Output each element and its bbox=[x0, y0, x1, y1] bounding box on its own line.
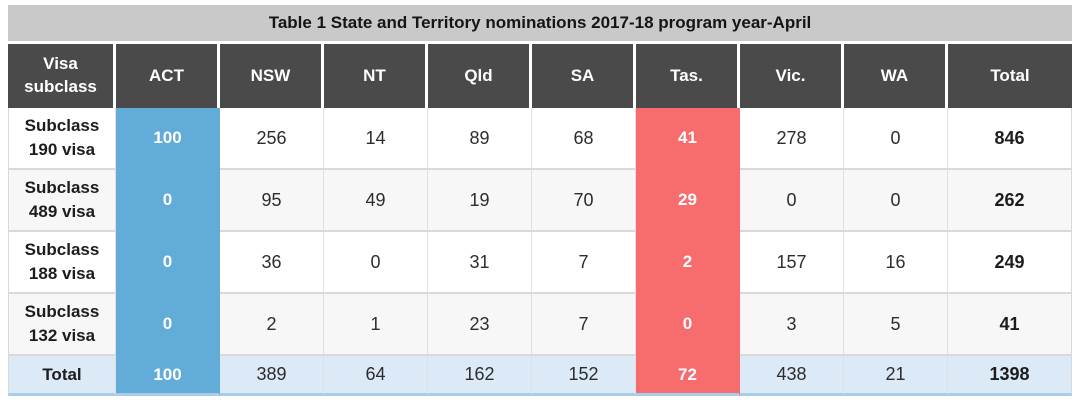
cell-tas-highlighted: 41 bbox=[636, 108, 740, 170]
cell-wa: 16 bbox=[844, 232, 948, 294]
cell-wa: 21 bbox=[844, 356, 948, 396]
nominations-table: Visa subclass ACT NSW NT Qld SA Tas. Vic… bbox=[8, 44, 1072, 396]
row-subclass-190: Subclass 190 visa 100 256 14 89 68 41 27… bbox=[8, 108, 1072, 170]
col-header-qld: Qld bbox=[428, 44, 532, 108]
row-label-total: Total bbox=[8, 356, 116, 396]
cell-nt: 49 bbox=[324, 170, 428, 232]
cell-act-highlighted: 100 bbox=[116, 108, 220, 170]
table-title: Table 1 State and Territory nominations … bbox=[8, 5, 1072, 41]
cell-act-highlighted: 100 bbox=[116, 356, 220, 396]
cell-vic: 3 bbox=[740, 294, 844, 356]
cell-vic: 157 bbox=[740, 232, 844, 294]
row-subclass-132: Subclass 132 visa 0 2 1 23 7 0 3 5 41 bbox=[8, 294, 1072, 356]
cell-vic: 278 bbox=[740, 108, 844, 170]
row-label: Subclass 132 visa bbox=[8, 294, 116, 356]
cell-row-total: 249 bbox=[948, 232, 1072, 294]
col-header-nsw: NSW bbox=[220, 44, 324, 108]
row-label: Subclass 188 visa bbox=[8, 232, 116, 294]
cell-tas-highlighted: 2 bbox=[636, 232, 740, 294]
col-header-act: ACT bbox=[116, 44, 220, 108]
cell-row-total: 846 bbox=[948, 108, 1072, 170]
cell-tas-highlighted: 29 bbox=[636, 170, 740, 232]
cell-sa: 152 bbox=[532, 356, 636, 396]
cell-wa: 5 bbox=[844, 294, 948, 356]
col-header-total: Total bbox=[948, 44, 1072, 108]
cell-tas-highlighted: 0 bbox=[636, 294, 740, 356]
cell-qld: 89 bbox=[428, 108, 532, 170]
cell-nsw: 95 bbox=[220, 170, 324, 232]
cell-nsw: 389 bbox=[220, 356, 324, 396]
cell-sa: 70 bbox=[532, 170, 636, 232]
cell-nt: 1 bbox=[324, 294, 428, 356]
cell-nsw: 2 bbox=[220, 294, 324, 356]
cell-qld: 19 bbox=[428, 170, 532, 232]
cell-row-total: 41 bbox=[948, 294, 1072, 356]
col-header-sa: SA bbox=[532, 44, 636, 108]
cell-nsw: 36 bbox=[220, 232, 324, 294]
row-label: Subclass 489 visa bbox=[8, 170, 116, 232]
cell-nt: 14 bbox=[324, 108, 428, 170]
cell-row-total: 262 bbox=[948, 170, 1072, 232]
cell-grand-total: 1398 bbox=[948, 356, 1072, 396]
cell-sa: 68 bbox=[532, 108, 636, 170]
cell-sa: 7 bbox=[532, 294, 636, 356]
col-header-visa-subclass: Visa subclass bbox=[8, 44, 116, 108]
col-header-vic: Vic. bbox=[740, 44, 844, 108]
cell-tas-highlighted: 72 bbox=[636, 356, 740, 396]
row-subclass-188: Subclass 188 visa 0 36 0 31 7 2 157 16 2… bbox=[8, 232, 1072, 294]
cell-qld: 23 bbox=[428, 294, 532, 356]
cell-wa: 0 bbox=[844, 170, 948, 232]
cell-nsw: 256 bbox=[220, 108, 324, 170]
cell-qld: 162 bbox=[428, 356, 532, 396]
row-subclass-489: Subclass 489 visa 0 95 49 19 70 29 0 0 2… bbox=[8, 170, 1072, 232]
cell-act-highlighted: 0 bbox=[116, 294, 220, 356]
cell-nt: 0 bbox=[324, 232, 428, 294]
cell-nt: 64 bbox=[324, 356, 428, 396]
header-row: Visa subclass ACT NSW NT Qld SA Tas. Vic… bbox=[8, 44, 1072, 108]
col-header-wa: WA bbox=[844, 44, 948, 108]
cell-act-highlighted: 0 bbox=[116, 232, 220, 294]
row-total: Total 100 389 64 162 152 72 438 21 1398 bbox=[8, 356, 1072, 396]
cell-wa: 0 bbox=[844, 108, 948, 170]
col-header-tas: Tas. bbox=[636, 44, 740, 108]
cell-qld: 31 bbox=[428, 232, 532, 294]
cell-sa: 7 bbox=[532, 232, 636, 294]
cell-vic: 438 bbox=[740, 356, 844, 396]
cell-act-highlighted: 0 bbox=[116, 170, 220, 232]
cell-vic: 0 bbox=[740, 170, 844, 232]
col-header-nt: NT bbox=[324, 44, 428, 108]
row-label: Subclass 190 visa bbox=[8, 108, 116, 170]
